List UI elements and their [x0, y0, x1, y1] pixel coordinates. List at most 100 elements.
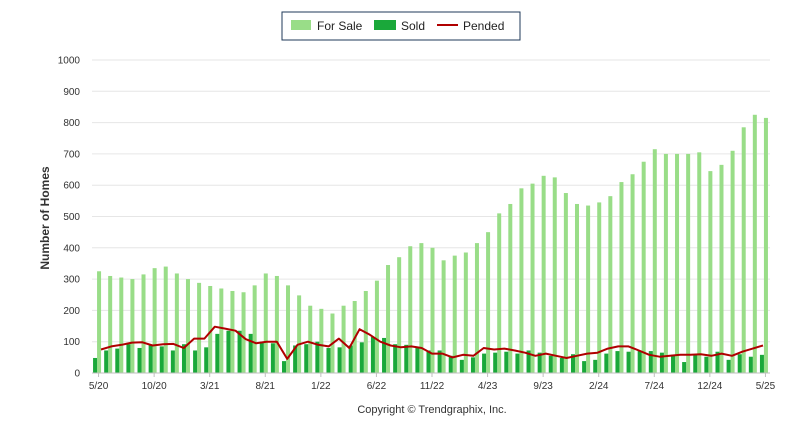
bar-sold [181, 344, 186, 373]
bar-sold [337, 347, 342, 373]
bar-sold [759, 354, 764, 373]
bar-for-sale [297, 295, 302, 373]
x-tick-label: 8/21 [256, 381, 276, 392]
copyright: Copyright © Trendgraphix, Inc. [357, 404, 506, 416]
bar-for-sale [508, 203, 513, 373]
x-tick-label: 1/22 [311, 381, 331, 392]
line-pended [100, 325, 764, 360]
y-tick-label: 200 [63, 306, 80, 317]
bar-for-sale [719, 164, 724, 373]
bar-for-sale [319, 308, 324, 373]
bar-for-sale [541, 175, 546, 373]
bar-sold [459, 359, 464, 373]
bar-for-sale [441, 260, 446, 373]
bar-sold [248, 333, 253, 373]
bar-for-sale [263, 273, 268, 373]
legend-label-for-sale: For Sale [317, 19, 363, 33]
bar-sold [204, 347, 209, 373]
y-tick-label: 900 [63, 87, 80, 98]
bar-sold [437, 350, 442, 373]
bar-for-sale [397, 257, 402, 373]
bar-sold [593, 359, 598, 373]
bar-sold [493, 352, 498, 373]
legend: For Sale Sold Pended [281, 11, 521, 41]
bar-sold [159, 346, 164, 373]
bar-for-sale [252, 285, 257, 373]
bar-sold [115, 348, 120, 373]
x-tick-label: 10/20 [142, 381, 167, 392]
bar-sold [615, 351, 620, 373]
bar-for-sale [163, 266, 168, 373]
y-axis-label: Number of Homes [38, 166, 52, 270]
bar-sold [748, 356, 753, 373]
bar-for-sale [574, 203, 579, 373]
bar-sold [348, 345, 353, 373]
bar-for-sale [374, 280, 379, 373]
bar-sold [682, 362, 687, 373]
bar-sold [315, 341, 320, 373]
bar-sold [726, 359, 731, 373]
series-sold [93, 330, 764, 373]
legend-label-pended: Pended [463, 19, 504, 33]
bar-sold [648, 351, 653, 373]
bar-for-sale [386, 265, 391, 373]
bar-sold [582, 361, 587, 373]
bar-for-sale [763, 117, 768, 373]
bar-sold [448, 355, 453, 373]
bar-for-sale [630, 174, 635, 373]
bar-for-sale [274, 275, 279, 373]
bar-sold [704, 356, 709, 373]
bar-for-sale [197, 282, 202, 373]
bar-for-sale [452, 255, 457, 373]
y-tick-label: 600 [63, 181, 80, 192]
bar-sold [293, 345, 298, 373]
bar-sold [137, 347, 142, 373]
x-axis-ticks: 5/20 10/20 3/21 8/21 1/22 6/22 11/22 4/23 9/23 2/… [89, 373, 776, 392]
bar-sold [570, 354, 575, 373]
bar-for-sale [219, 288, 224, 373]
bar-sold [259, 341, 264, 373]
bar-sold [104, 350, 109, 373]
bar-for-sale [552, 177, 557, 373]
bar-for-sale [119, 277, 124, 373]
x-tick-label: 11/22 [420, 381, 445, 392]
x-tick-label: 7/24 [645, 381, 665, 392]
bar-sold [637, 350, 642, 373]
y-tick-label: 1000 [58, 56, 81, 67]
bar-sold [148, 344, 153, 373]
bar-for-sale [519, 188, 524, 373]
bar-sold [370, 337, 375, 373]
bar-for-sale [663, 153, 668, 373]
bar-sold [193, 350, 198, 373]
bar-for-sale [530, 183, 535, 373]
series-for-sale [97, 114, 768, 374]
bar-sold [526, 350, 531, 373]
bar-for-sale [208, 285, 213, 373]
bar-for-sale [174, 273, 179, 373]
grid [92, 59, 770, 343]
bar-sold [659, 352, 664, 373]
y-tick-label: 500 [63, 212, 80, 223]
bar-for-sale [419, 243, 424, 373]
y-tick-label: 300 [63, 275, 80, 286]
bar-for-sale [286, 285, 291, 373]
bar-for-sale [108, 275, 113, 373]
bar-for-sale [141, 274, 146, 373]
bar-for-sale [130, 279, 135, 373]
bar-for-sale [619, 182, 624, 373]
x-tick-label: 2/24 [589, 381, 609, 392]
bar-for-sale [597, 202, 602, 373]
y-tick-label: 400 [63, 243, 80, 254]
y-tick-label: 100 [63, 337, 80, 348]
bar-sold [359, 342, 364, 373]
bar-sold [170, 350, 175, 373]
bar-for-sale [341, 305, 346, 373]
bar-for-sale [641, 161, 646, 373]
bar-for-sale [675, 153, 680, 373]
y-axis-ticks: 0 100 200 300 400 500 600 700 800 900 1000 [58, 56, 81, 380]
x-tick-label: 3/21 [200, 381, 220, 392]
legend-swatch-sold [374, 20, 396, 30]
bar-sold [326, 347, 331, 373]
bar-sold [537, 352, 542, 373]
bar-sold [426, 350, 431, 373]
